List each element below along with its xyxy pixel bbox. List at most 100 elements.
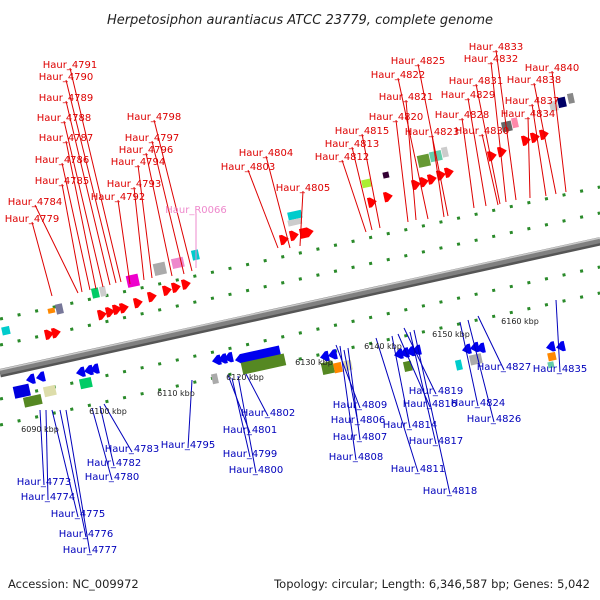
upper-gene-leader-0 [31, 221, 53, 297]
upper-gene-label-21: Haur_4820 [369, 112, 424, 123]
lower-gene-label-2: Haur_4775 [51, 509, 106, 520]
upper-gene-label-17: Haur_4805 [276, 183, 331, 194]
upper-gene-label-12: Haur_4796 [119, 145, 174, 156]
lower-gene-label-3: Haur_4776 [59, 529, 114, 540]
lower-gene-leader-11 [227, 374, 251, 434]
kbp-tick-label: 6100 kbp [89, 407, 127, 416]
upper-gene-label-8: Haur_4791 [43, 60, 98, 71]
upper-gene-box-12 [382, 171, 390, 179]
upper-gene-leader-23 [397, 77, 429, 220]
upper-gene-leader-25 [417, 63, 449, 217]
red-gene-arrow-6 [132, 297, 143, 309]
lower-gene-label-19: Haur_4816 [403, 399, 458, 410]
lower-gene-leader-13 [343, 349, 359, 424]
lower-gene-label-26: Haur_4835 [533, 364, 588, 375]
blue-gene-arrow-6 [218, 353, 228, 364]
upper-gene-leader-28 [481, 133, 499, 206]
upper-gene-leader-9 [117, 199, 131, 285]
red-gene-arrow-4 [111, 304, 122, 316]
upper-gene-box-9 [287, 209, 303, 221]
lower-gene-label-8: Haur_4795 [161, 440, 216, 451]
lower-gene-leader-16 [335, 344, 361, 409]
upper-gene-leader-29 [475, 83, 501, 205]
lower-gene-label-20: Haur_4817 [409, 436, 464, 447]
lower-gene-label-10: Haur_4800 [229, 465, 284, 476]
upper-gene-leader-30 [490, 61, 507, 203]
lower-gene-box-13 [547, 361, 555, 369]
blue-gene-arrow-9 [328, 349, 338, 360]
lower-gene-box-10 [454, 359, 463, 371]
red-gene-arrow-21 [496, 146, 507, 158]
lower-gene-label-9: Haur_4799 [223, 449, 278, 460]
upper-gene-label-10: Haur_4793 [107, 179, 162, 190]
red-gene-arrow-5 [118, 303, 129, 314]
lower-gene-leader-24 [467, 319, 495, 423]
upper-gene-leader-11 [137, 164, 153, 279]
lower-gene-label-15: Haur_4808 [329, 452, 384, 463]
upper-gene-label-15: Haur_4803 [221, 162, 276, 173]
lower-gene-label-21: Haur_4818 [423, 486, 478, 497]
guide-row-1 [0, 211, 600, 347]
upper-gene-leader-4 [65, 140, 97, 290]
upper-gene-box-6 [152, 261, 168, 276]
upper-gene-leader-3 [61, 162, 91, 291]
backbone-line [0, 237, 600, 375]
lower-gene-label-22: Haur_4819 [409, 386, 464, 397]
upper-gene-box-5 [125, 273, 141, 288]
lower-gene-leader-17 [375, 337, 419, 473]
lower-gene-leader-26 [555, 299, 561, 373]
lower-gene-box-9 [468, 353, 483, 366]
blue-gene-arrow-4 [90, 363, 100, 374]
lower-gene-leader-22 [403, 327, 437, 395]
lower-gene-leader-7 [103, 403, 133, 453]
red-gene-arrow-2 [96, 309, 107, 321]
lower-gene-leader-5 [91, 407, 113, 481]
upper-gene-leader-22 [405, 99, 417, 221]
upper-gene-label-31: Haur_4833 [469, 42, 524, 53]
upper-gene-label-18: Haur_4812 [315, 152, 370, 163]
lower-gene-leader-18 [391, 335, 411, 429]
lower-gene-label-16: Haur_4809 [333, 400, 388, 411]
upper-gene-leader-33 [531, 103, 547, 197]
upper-gene-box-4 [98, 285, 107, 297]
lower-gene-leader-2 [51, 409, 79, 518]
upper-gene-label-35: Haur_4840 [525, 63, 580, 74]
gene-labels: Haur_4779 Haur_4784 Haur_4785 Haur_4786 Haur… [5, 42, 588, 556]
lower-gene-label-23: Haur_4824 [451, 398, 506, 409]
upper-gene-leader-21 [395, 119, 409, 223]
upper-gene-label-28: Haur_4830 [455, 126, 510, 137]
red-gene-arrow-11 [278, 234, 289, 246]
lower-gene-box-6 [332, 361, 343, 374]
blue-gene-arrow-14 [462, 343, 472, 354]
gene-features [1, 92, 575, 408]
upper-gene-box-17 [510, 117, 519, 129]
lower-gene-box-0 [12, 383, 31, 399]
upper-gene-label-26: Haur_4828 [435, 110, 490, 121]
lower-gene-box-11 [402, 360, 413, 373]
lower-gene-label-0: Haur_4773 [17, 477, 72, 488]
upper-gene-box-0 [1, 325, 11, 336]
upper-gene-box-11 [361, 178, 372, 189]
guide-row-0 [0, 185, 600, 321]
upper-gene-label-3: Haur_4786 [35, 155, 90, 166]
upper-gene-box-7 [170, 256, 185, 270]
upper-gene-leader-14 [153, 119, 193, 272]
lower-gene-leader-3 [59, 409, 87, 538]
upper-gene-leader-6 [65, 100, 111, 286]
upper-gene-label-1: Haur_4784 [8, 197, 63, 208]
upper-gene-leader-24 [431, 134, 445, 218]
blue-gene-arrow-2 [76, 366, 86, 377]
upper-gene-leader-12 [145, 152, 173, 277]
map-title: Herpetosiphon aurantiacus ATCC 23779, co… [107, 13, 493, 28]
upper-gene-leader-35 [551, 70, 567, 193]
red-gene-arrow-17 [426, 174, 437, 185]
lower-gene-leader-8 [187, 379, 193, 449]
lower-gene-box-3 [78, 376, 93, 390]
upper-gene-label-24: Haur_4823 [405, 127, 460, 138]
upper-gene-label-33: Haur_4837 [505, 96, 560, 107]
red-gene-arrow-9 [170, 282, 181, 294]
lower-gene-label-11: Haur_4801 [223, 425, 278, 436]
lower-gene-leader-4 [65, 409, 91, 554]
blue-gene-arrow-1 [36, 371, 46, 382]
lower-gene-leader-25 [477, 315, 505, 371]
